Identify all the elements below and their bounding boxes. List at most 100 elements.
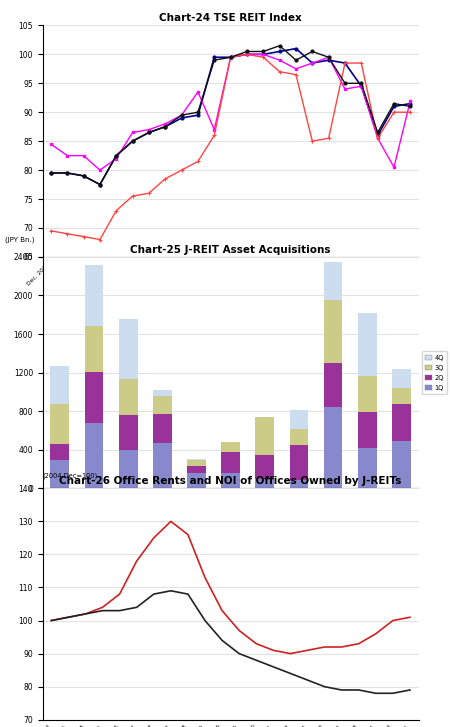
Office Rents in the Tokyo Major Five Ward — [168, 517, 174, 526]
Office — [342, 85, 348, 94]
Office — [179, 111, 184, 119]
Residential — [130, 192, 135, 201]
Bar — [153, 414, 172, 443]
Retail and Logistics — [48, 169, 54, 177]
Retail and Logistics — [326, 53, 331, 62]
Bar — [50, 366, 69, 404]
Bar — [187, 460, 206, 466]
TSE REIT INDEX — [359, 82, 364, 91]
Bar — [85, 422, 104, 489]
NOI of J-REIT's Offices — [339, 686, 344, 694]
Text: Source: Tokyo Stock Exchange: Source: Tokyo Stock Exchange — [43, 372, 139, 377]
Office — [64, 151, 70, 160]
Office — [261, 50, 266, 59]
Bar — [358, 412, 377, 448]
TSE REIT INDEX — [392, 102, 397, 111]
Office — [326, 53, 331, 62]
Bar — [119, 450, 138, 489]
Residential — [97, 235, 103, 244]
NOI of J-REIT's Offices — [100, 606, 105, 615]
NOI of J-REIT's Offices — [49, 616, 54, 625]
Office Rents in the Tokyo Major Five Ward — [390, 616, 396, 625]
Office Rents in the Tokyo Major Five Ward — [220, 606, 225, 615]
Office Rents in the Tokyo Major Five Ward — [66, 613, 71, 622]
Retail and Logistics — [293, 56, 299, 65]
Residential — [342, 59, 348, 68]
Bar — [187, 466, 206, 473]
Bar — [358, 448, 377, 489]
Bar — [153, 395, 172, 414]
NOI of J-REIT's Offices — [305, 675, 310, 684]
Residential — [228, 53, 233, 62]
NOI of J-REIT's Offices — [83, 609, 88, 618]
NOI of J-REIT's Offices — [390, 689, 396, 698]
Office Rents in the Tokyo Major Five Ward — [373, 630, 378, 638]
NOI of J-REIT's Offices — [117, 606, 122, 615]
Office Rents in the Tokyo Major Five Ward — [356, 639, 361, 648]
NOI of J-REIT's Offices — [236, 649, 242, 658]
Office Rents in the Tokyo Major Five Ward — [185, 530, 191, 539]
Residential — [359, 59, 364, 68]
NOI of J-REIT's Offices — [185, 590, 191, 598]
Text: *New J-REIT assets are included at IPO: *New J-REIT assets are included at IPO — [43, 518, 163, 523]
Residential — [375, 134, 380, 142]
NOI of J-REIT's Offices — [322, 683, 327, 691]
Office Rents in the Tokyo Major Five Ward — [83, 609, 88, 618]
Retail and Logistics — [244, 47, 250, 56]
NOI of J-REIT's Offices — [168, 587, 174, 595]
Office — [408, 96, 413, 105]
Residential — [113, 206, 119, 215]
Retail and Logistics — [162, 122, 168, 131]
Line: Retail and Logistics: Retail and Logistics — [50, 44, 412, 186]
Title: Chart-24 TSE REIT Index: Chart-24 TSE REIT Index — [159, 13, 302, 23]
Residential — [293, 71, 299, 79]
Office Rents in the Tokyo Major Five Ward — [322, 643, 327, 651]
Office — [392, 163, 397, 172]
Office Rents in the Tokyo Major Five Ward — [339, 643, 344, 651]
NOI of J-REIT's Offices — [407, 686, 413, 694]
Office — [293, 65, 299, 73]
Bar — [85, 326, 104, 371]
Retail and Logistics — [359, 79, 364, 88]
Residential — [326, 134, 331, 142]
Office — [212, 125, 217, 134]
Residential — [48, 227, 54, 236]
Bar — [85, 371, 104, 422]
Retail and Logistics — [408, 102, 413, 111]
Residential — [146, 189, 152, 198]
Retail and Logistics — [261, 47, 266, 56]
Residential — [244, 50, 250, 59]
TSE REIT INDEX — [130, 137, 135, 145]
TSE REIT INDEX — [212, 53, 217, 62]
Bar — [50, 444, 69, 460]
Bar — [85, 265, 104, 326]
Office Rents in the Tokyo Major Five Ward — [117, 590, 122, 598]
Retail and Logistics — [179, 111, 184, 119]
TSE REIT INDEX — [375, 131, 380, 140]
TSE REIT INDEX — [195, 111, 201, 119]
Legend: 4Q, 3Q, 2Q, 1Q: 4Q, 3Q, 2Q, 1Q — [422, 351, 447, 394]
Bar — [256, 454, 274, 478]
NOI of J-REIT's Offices — [202, 616, 208, 625]
TSE REIT INDEX — [244, 50, 250, 59]
Office Rents in the Tokyo Major Five Ward — [151, 534, 157, 542]
Retail and Logistics — [212, 56, 217, 65]
Bar — [153, 443, 172, 489]
Bar — [153, 390, 172, 395]
Bar — [256, 478, 274, 489]
Retail and Logistics — [228, 53, 233, 62]
Office — [162, 119, 168, 128]
Bar — [324, 407, 342, 489]
Office — [48, 140, 54, 148]
Bar — [324, 300, 342, 363]
Residential — [392, 108, 397, 116]
TSE REIT INDEX — [113, 151, 119, 160]
NOI of J-REIT's Offices — [66, 613, 71, 622]
Office — [195, 88, 201, 97]
Line: Office: Office — [50, 53, 412, 172]
Residential — [179, 166, 184, 174]
Office — [228, 53, 233, 62]
Residential — [195, 157, 201, 166]
Office Rents in the Tokyo Major Five Ward — [305, 646, 310, 654]
Residential — [261, 53, 266, 62]
